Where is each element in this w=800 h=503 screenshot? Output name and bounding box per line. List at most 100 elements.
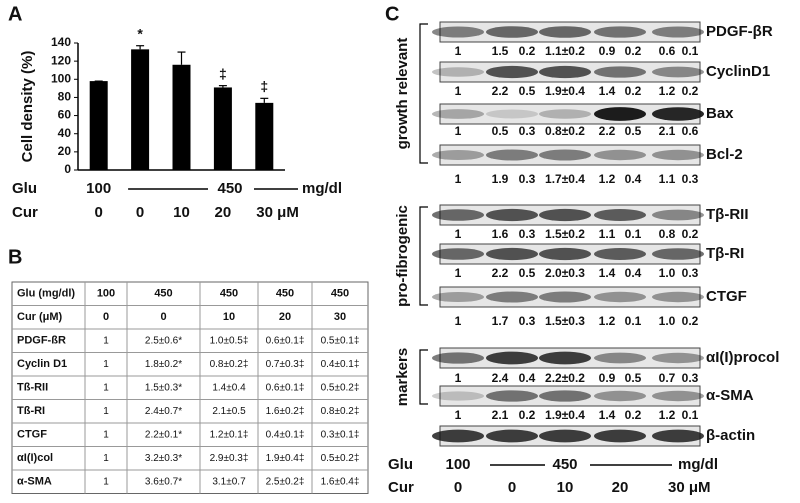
- table-cell: 0.6±0.1‡: [266, 382, 305, 393]
- blot-band: [486, 65, 538, 79]
- group-bracket: [419, 349, 428, 405]
- blot-name: β-actin: [706, 427, 755, 444]
- blot-band: [432, 429, 484, 443]
- row-label: Cur: [388, 479, 414, 496]
- blot-band: [594, 149, 646, 161]
- quant-value: 0.4: [625, 266, 642, 280]
- quant-value: 0.8±0.2: [545, 124, 585, 138]
- glu-label: 450: [217, 180, 242, 197]
- blot-band: [432, 352, 484, 364]
- quant-value: 1.0: [659, 314, 676, 328]
- blot-band: [432, 149, 484, 161]
- quant-value: 1.2: [659, 408, 676, 422]
- quant-value: 0.4: [519, 371, 536, 385]
- table-header-cell: 450: [276, 288, 294, 300]
- quant-value: 1.7: [492, 314, 509, 328]
- quant-value: 0.2: [625, 44, 642, 58]
- blot-band: [594, 26, 646, 38]
- glu-label: 100: [86, 180, 111, 197]
- table-cell: α-SMA: [17, 476, 52, 488]
- quant-value: 1: [455, 314, 462, 328]
- blot-band: [432, 391, 484, 401]
- blot-band: [652, 107, 704, 121]
- table-cell: 1.5±0.3*: [145, 382, 182, 393]
- table-cell: 1.6±0.4‡: [321, 476, 360, 487]
- quant-value: 0.1: [625, 314, 642, 328]
- blot-band: [486, 247, 538, 261]
- quant-value: 1.5±0.2: [545, 227, 585, 241]
- table-cell: 0.6±0.1‡: [266, 335, 305, 346]
- table-header-cell: 100: [97, 288, 115, 300]
- table-cell: 0.8±0.2‡: [210, 359, 249, 370]
- quant-value: 2.2±0.2: [545, 371, 585, 385]
- table-cell: Tß-RII: [17, 382, 48, 394]
- blot-band: [652, 248, 704, 260]
- blot-band: [594, 66, 646, 78]
- row-label: Glu: [12, 180, 37, 197]
- quant-value: 1.4: [599, 408, 616, 422]
- table-cell: 1: [103, 476, 109, 487]
- quant-value: 1: [455, 227, 462, 241]
- quant-value: 1.0: [659, 266, 676, 280]
- table-header-cell: Glu (mg/dl): [17, 288, 75, 300]
- quant-value: 1.2: [659, 84, 676, 98]
- table-cell: 1: [103, 429, 109, 440]
- blot-band: [539, 109, 591, 119]
- blot-band: [539, 208, 591, 222]
- table-cell: 3.1±0.7: [212, 476, 246, 487]
- table-header-cell: 450: [331, 288, 349, 300]
- quant-value: 0.3: [519, 227, 536, 241]
- table-header-cell: 20: [279, 311, 291, 323]
- bar: [213, 87, 232, 170]
- quant-value: 0.1: [625, 227, 642, 241]
- y-axis-label: Cell density (%): [19, 51, 36, 163]
- table-cell: 1: [103, 453, 109, 464]
- table-cell: 1.2±0.1‡: [210, 429, 249, 440]
- panel-label: C: [385, 3, 399, 25]
- blot-band: [486, 26, 538, 38]
- blot-name: Tβ-RI: [706, 245, 744, 262]
- quant-value: 1: [455, 124, 462, 138]
- table-cell: 1.8±0.2*: [145, 359, 182, 370]
- bar: [89, 81, 108, 170]
- cur-label: 20: [612, 479, 629, 496]
- blot-band: [486, 429, 538, 443]
- table-cell: CTGF: [17, 429, 47, 441]
- quant-value: 2.1: [659, 124, 676, 138]
- blot-band: [486, 208, 538, 222]
- y-tick-label: 80: [58, 90, 72, 104]
- group-label: markers: [394, 348, 411, 406]
- blot-band: [539, 351, 591, 365]
- quant-value: 0.2: [682, 84, 699, 98]
- quant-value: 1.1±0.2: [545, 44, 585, 58]
- quant-value: 0.5: [492, 124, 509, 138]
- blot-band: [432, 26, 484, 38]
- quant-value: 2.2: [492, 84, 509, 98]
- quant-value: 0.3: [519, 172, 536, 186]
- blot-band: [539, 291, 591, 303]
- quant-value: 0.6: [659, 44, 676, 58]
- panel-label: B: [8, 246, 22, 268]
- blot-band: [539, 65, 591, 79]
- quant-value: 0.5: [519, 266, 536, 280]
- quant-value: 1.2: [599, 172, 616, 186]
- table-cell: 2.5±0.6*: [145, 335, 182, 346]
- table-cell: 0.5±0.2‡: [321, 453, 360, 464]
- table-cell: 0.4±0.1‡: [266, 429, 305, 440]
- table-cell: αI(I)col: [17, 452, 53, 464]
- quant-value: 1: [455, 266, 462, 280]
- quant-value: 0.2: [625, 408, 642, 422]
- blot-band: [594, 352, 646, 364]
- cur-label: 0: [508, 479, 516, 496]
- blot-band: [652, 209, 704, 221]
- quant-value: 1.5±0.3: [545, 314, 585, 328]
- blot-band: [652, 149, 704, 161]
- glu-label: 450: [552, 456, 577, 473]
- blot-name: CTGF: [706, 288, 747, 305]
- blot-band: [652, 352, 704, 364]
- cur-label: 30 μM: [668, 479, 711, 496]
- annotation: ‡: [219, 65, 227, 81]
- quant-value: 1.6: [492, 227, 509, 241]
- blot-name: Tβ-RII: [706, 206, 748, 223]
- quant-value: 1: [455, 371, 462, 385]
